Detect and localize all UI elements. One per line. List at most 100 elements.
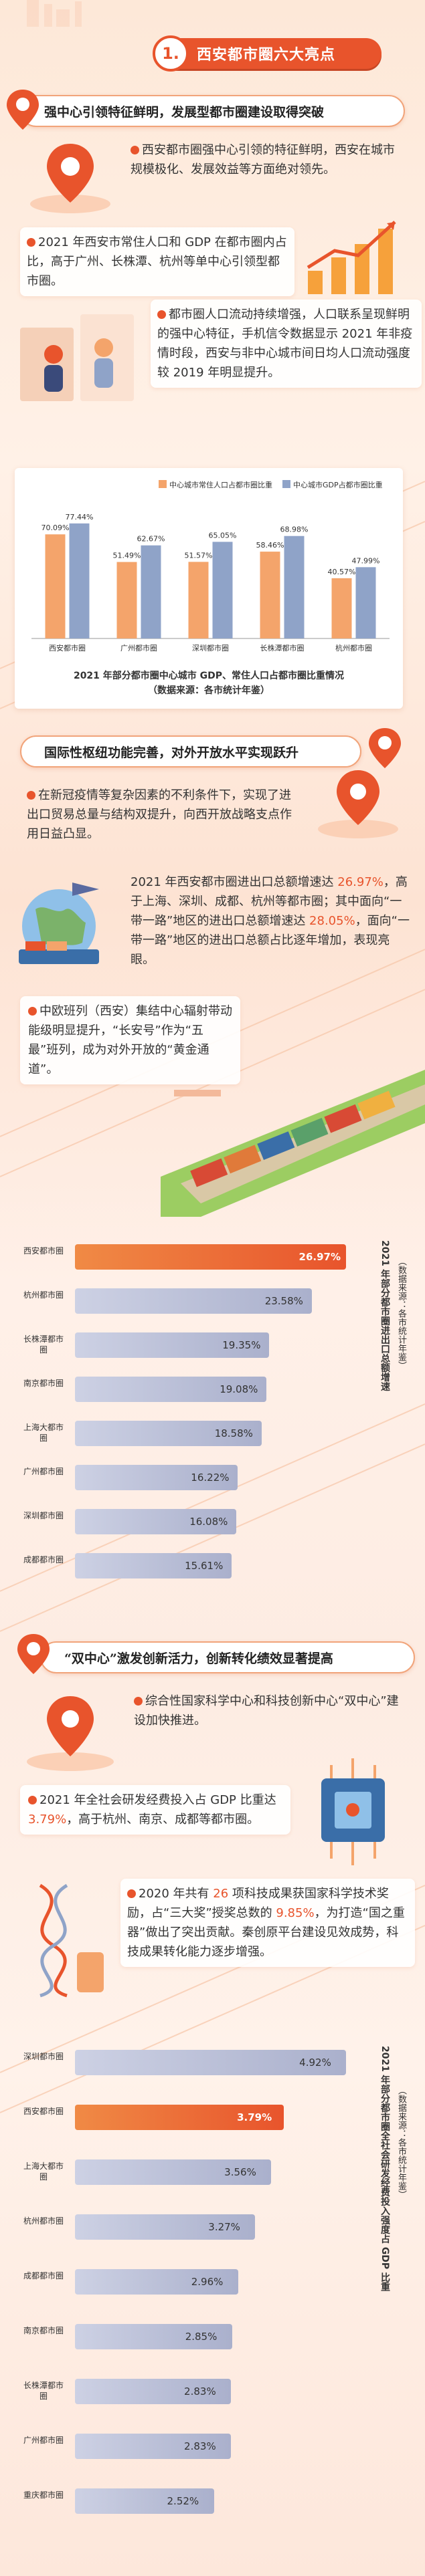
legend-label: 中心城市GDP占都市圈比重 [293,480,383,489]
bar [331,578,352,638]
legend-label: 中心城市常住人口占都市圈比重 [169,480,272,489]
bar-row: 杭州都市圈 23.58% [20,1284,368,1328]
globe-trade-icon [19,883,99,964]
bar [284,536,305,638]
data-label: 40.57% [328,568,356,576]
bar-row: 深圳都市圈 4.92% [20,2046,368,2101]
data-label: 19.35% [222,1339,261,1351]
dna-lab-icon [39,1883,104,1998]
bar-track: 2.83% [75,2434,356,2459]
category-label: 深圳都市圈 [23,1511,64,1520]
bar [188,562,209,638]
category-label: 上海大都市圈 [23,2161,64,2182]
bullet-icon [134,1697,143,1706]
section2-p2-c: ，高于上海、深圳、成都、杭州等都市圈；其中面向“一带一路”地区的进出口总额增速达 [131,875,408,928]
bar-track: 2.52% [75,2488,356,2514]
bullet-icon [28,1007,37,1016]
section3-banner-text: “双中心”激发创新活力，创新转化绩效显著提高 [64,1651,333,1666]
data-label: 2.85% [185,2331,218,2343]
bullet-icon [28,1796,37,1804]
chart3-title: 2021 年部分都市圈全社会研发经费投入强度占 GDP 比重 [379,2046,390,2291]
bar [75,2269,238,2295]
bar-row: 杭州都市圈 3.27% [20,2210,368,2265]
chart3-rd-intensity: 深圳都市圈 4.92% 西安都市圈 3.79% 上海大都市圈 3.56% 杭州都市圈 3.27… [20,2046,368,2567]
category-label: 成都都市圈 [23,2271,64,2280]
bar [75,2434,232,2459]
category-label: 长株潭都市圈 [260,643,305,653]
chart1-title: 2021 年部分都市圈中心城市 GDP、常住人口占都市圈比重情况 [73,671,345,681]
section2-paragraph-3: 中欧班列（西安）集结中心辐射带动能级明显提升，“长安号”作为“五最”班列，成为对… [20,996,240,1084]
bar [75,2324,232,2349]
chart2-title: 2021 年部分都市圈进出口总额增速 [379,1240,390,1391]
bar-row: 广州都市圈 16.22% [20,1461,368,1505]
category-label: 西安都市圈 [23,1246,64,1256]
legend-swatch [282,480,290,488]
bar-track: 19.35% [75,1332,356,1358]
section3-p2-c: ，高于杭州、南京、成都等都市圈。 [66,1812,260,1827]
bar-track: 2.85% [75,2324,356,2349]
bar-track: 16.08% [75,1509,356,1534]
bar [260,552,280,638]
map-pin-illustration-icon [30,144,110,213]
bar-track: 15.61% [75,1553,356,1578]
data-label: 18.58% [214,1427,253,1439]
bar-track: 19.08% [75,1377,356,1402]
data-label: 3.27% [208,2221,240,2233]
section3-p2-a: 2021 年全社会研发经费投入占 GDP 比重达 [39,1793,276,1807]
bar-track: 3.56% [75,2159,356,2185]
data-label: 65.05% [209,531,237,540]
bullet-icon [131,146,139,154]
chart1-svg: 中心城市常住人口占都市圈比重 中心城市GDP占都市圈比重 70.09% 77.44% 西… [31,480,390,653]
section3-p3-b: 26 [213,1887,229,1901]
section2-banner: 国际性枢纽功能完善，对外开放水平实现跃升 [20,735,361,768]
title-text: 西安都市圈六大亮点 [197,47,336,64]
data-label: 26.97% [299,1251,341,1263]
growth-chart-icon [307,221,396,294]
freight-train-illustration [161,1070,425,1217]
data-label: 77.44% [66,513,94,521]
bar [45,534,66,638]
section1-paragraph-3: 都市圈人口流动持续增强，人口联系呈现鲜明的强中心特征，手机信令数据显示 2021… [151,300,422,388]
bar-row: 南京都市圈 19.08% [20,1373,368,1417]
bar [75,1465,238,1490]
bar-row: 成都都市圈 15.61% [20,1549,368,1593]
bar [75,1421,262,1446]
section2-p2-d: 28.05% [309,914,355,928]
data-label: 51.49% [113,552,141,560]
category-label: 长株潭都市圈 [23,1334,64,1355]
location-pin-icon [7,90,39,130]
bar [212,542,233,638]
category-label: 杭州都市圈 [23,2216,64,2226]
map-pin-illustration-icon [318,770,398,838]
data-label: 16.22% [191,1472,230,1484]
chart2-import-export-growth: 西安都市圈 26.97% 杭州都市圈 23.58% 长株潭都市圈 19.35% 南京都市圈 1… [20,1240,368,1615]
title-number: 1. [153,35,189,72]
section3-paragraph-1: 综合性国家科学中心和科技创新中心“双中心”建设加快推进。 [134,1691,405,1730]
section3-p3-c: 项科技成果获国家科学技术奖励，占“三大奖”授奖总数的 [127,1887,389,1920]
bar-track: 16.22% [75,1465,356,1490]
bar [75,1553,232,1578]
bar-track: 2.96% [75,2269,356,2295]
data-label: 2.52% [167,2495,199,2507]
category-label: 重庆都市圈 [23,2490,64,2500]
data-label: 2.83% [184,2385,216,2397]
section2-banner-text: 国际性枢纽功能完善，对外开放水平实现跃升 [44,745,299,760]
category-label: 深圳都市圈 [192,643,229,653]
circuit-chip-icon [321,1758,385,1865]
section3-banner: “双中心”激发创新活力，创新转化绩效显著提高 [40,1641,415,1673]
bar-track: 4.92% [75,2050,356,2075]
bar-track: 2.83% [75,2379,356,2404]
data-label: 47.99% [352,556,380,565]
data-label: 16.08% [189,1516,228,1528]
bar [75,1244,346,1270]
bar-row: 广州都市圈 2.83% [20,2430,368,2484]
section3-p3-d: 9.85% [276,1906,315,1920]
data-label: 23.58% [264,1295,303,1307]
data-label: 15.61% [185,1560,224,1572]
bar [116,562,137,638]
section2-paragraph-1: 在新冠疫情等复杂因素的不利条件下，实现了进出口贸易总量与结构双提升，向西开放战略… [27,786,294,844]
bar [75,2379,232,2404]
bar [75,2214,256,2240]
bar-row: 西安都市圈 26.97% [20,1240,368,1284]
location-pin-icon [17,1634,50,1674]
